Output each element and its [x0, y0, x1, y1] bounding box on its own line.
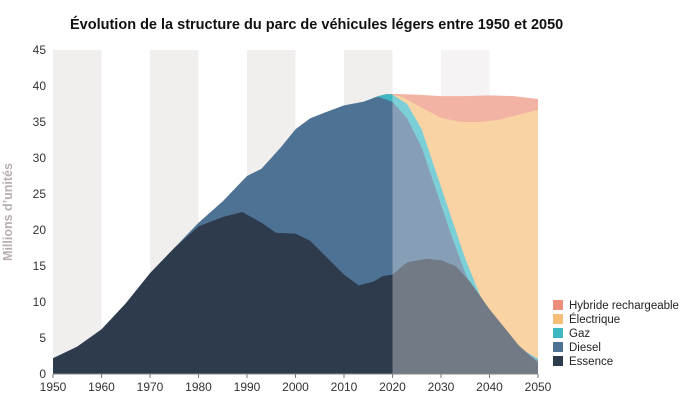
x-axis-ticks: 1950 1960 1970 1980 1990 2000 2010 2020 2030 2040…: [40, 374, 552, 394]
legend-swatch: [553, 300, 563, 310]
area-essence: [53, 212, 538, 374]
x-tick-label: 1960: [88, 380, 115, 394]
y-tick-label: 40: [33, 79, 47, 93]
legend-label: Diesel: [569, 342, 601, 354]
x-tick-label: 1990: [234, 380, 261, 394]
x-tick-label: 1980: [185, 380, 212, 394]
y-tick-label: 45: [33, 43, 47, 57]
legend-swatch: [553, 356, 563, 366]
legend-label: Gaz: [569, 328, 590, 340]
y-tick-label: 30: [33, 151, 47, 165]
projection-overlay: [392, 50, 538, 374]
x-tick-label: 2050: [525, 380, 552, 394]
y-tick-label: 20: [33, 223, 47, 237]
x-tick-label: 2000: [282, 380, 309, 394]
legend-label: Électrique: [569, 313, 620, 326]
x-tick-label: 1970: [137, 380, 164, 394]
x-tick-label: 1950: [40, 380, 67, 394]
y-axis-ticks: 0 5 10 15 20 25 30 35 40 45: [33, 43, 47, 381]
y-tick-label: 15: [33, 259, 47, 273]
chart-title: Évolution de la structure du parc de véh…: [70, 16, 563, 33]
x-tick-label: 2040: [476, 380, 503, 394]
y-axis-label: Millions d’unités: [1, 163, 15, 261]
legend-swatch: [553, 314, 563, 324]
x-tick-label: 2020: [379, 380, 406, 394]
y-tick-label: 35: [33, 115, 47, 129]
x-tick-label: 2030: [428, 380, 455, 394]
y-tick-label: 10: [33, 295, 47, 309]
legend-swatch: [553, 342, 563, 352]
area-series: [53, 93, 538, 375]
legend-label: Essence: [569, 356, 613, 368]
y-tick-label: 5: [39, 331, 46, 345]
legend-label: Hybride rechargeable: [569, 300, 679, 312]
decade-band: [53, 50, 102, 374]
y-tick-label: 0: [39, 367, 46, 381]
y-tick-label: 25: [33, 187, 47, 201]
legend-swatch: [553, 328, 563, 338]
x-tick-label: 2010: [331, 380, 358, 394]
